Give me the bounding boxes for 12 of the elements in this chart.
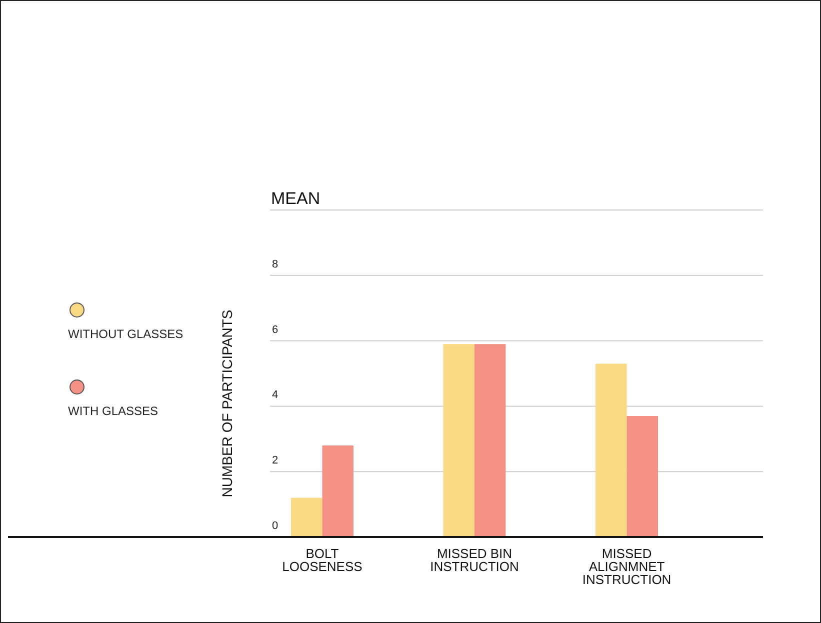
y-tick-label: 4	[272, 389, 278, 402]
y-tick-label: 2	[272, 454, 278, 467]
x-tick-label: BOLT LOOSENESS	[282, 546, 363, 574]
x-tick-label: MISSED ALIGNMNET INSTRUCTION	[582, 546, 672, 587]
y-axis-title: NUMBER OF PARTICIPANTS	[219, 310, 235, 498]
x-tick-label: MISSED BIN INSTRUCTION	[430, 546, 519, 574]
legend-label: WITHOUT GLASSES	[68, 327, 184, 341]
legend-label: WITH GLASSES	[68, 404, 158, 418]
y-tick-label: 8	[272, 258, 278, 270]
y-tick-label: 6	[272, 324, 278, 336]
chart-title: MEAN	[271, 189, 320, 208]
y-tick-label: 0	[272, 520, 278, 532]
